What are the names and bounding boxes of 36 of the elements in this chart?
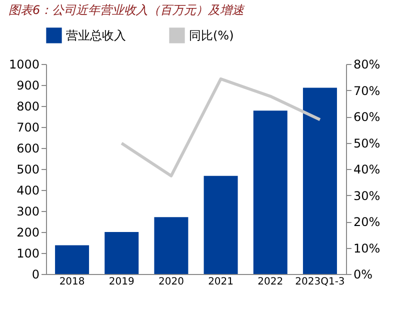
y2-tick-label: 30%: [354, 188, 380, 203]
y2-tick-label: 40%: [354, 162, 380, 176]
y2-tick-label: 70%: [354, 84, 380, 98]
y2-tick-label: 60%: [354, 110, 380, 124]
x-tick-label: 2022: [258, 276, 284, 288]
x-tick-label: 2018: [59, 276, 85, 288]
y-tick-label: 400: [16, 184, 40, 198]
y2-tick-label: 50%: [354, 136, 380, 150]
bar: [302, 88, 337, 274]
line-series: [120, 77, 322, 178]
y-tick-label: 1000: [8, 58, 40, 72]
x-tick-label: 2019: [108, 276, 134, 288]
y-tick-label: 800: [16, 100, 40, 114]
x-tick-label: 2021: [208, 276, 234, 288]
y-tick-label: 300: [16, 204, 40, 218]
legend-label: 同比(%): [189, 28, 234, 42]
y2-tick-label: 10%: [354, 241, 380, 256]
bar: [154, 217, 188, 274]
y-tick-label: 100: [16, 246, 40, 260]
bar: [253, 110, 288, 274]
y-tick-label: 500: [16, 162, 40, 176]
y-tick-label: 700: [16, 120, 40, 134]
bar: [55, 245, 90, 274]
x-tick-label: 2023Q1-3: [295, 276, 345, 288]
y2-tick-label: 0%: [354, 268, 373, 282]
y-tick-label: 200: [16, 226, 40, 240]
x-tick-label: 2020: [158, 276, 184, 288]
y-tick-label: 600: [16, 142, 40, 156]
y-tick-label: 0: [32, 268, 40, 282]
bar: [204, 176, 238, 274]
legend-label: 营业总收入: [66, 28, 126, 42]
y2-tick-label: 20%: [354, 215, 380, 229]
y-tick-label: 900: [16, 78, 40, 92]
y2-tick-label: 80%: [354, 58, 380, 72]
bar: [104, 232, 139, 274]
chart-title: 图表6：公司近年营业收入（百万元）及增速: [8, 3, 246, 17]
